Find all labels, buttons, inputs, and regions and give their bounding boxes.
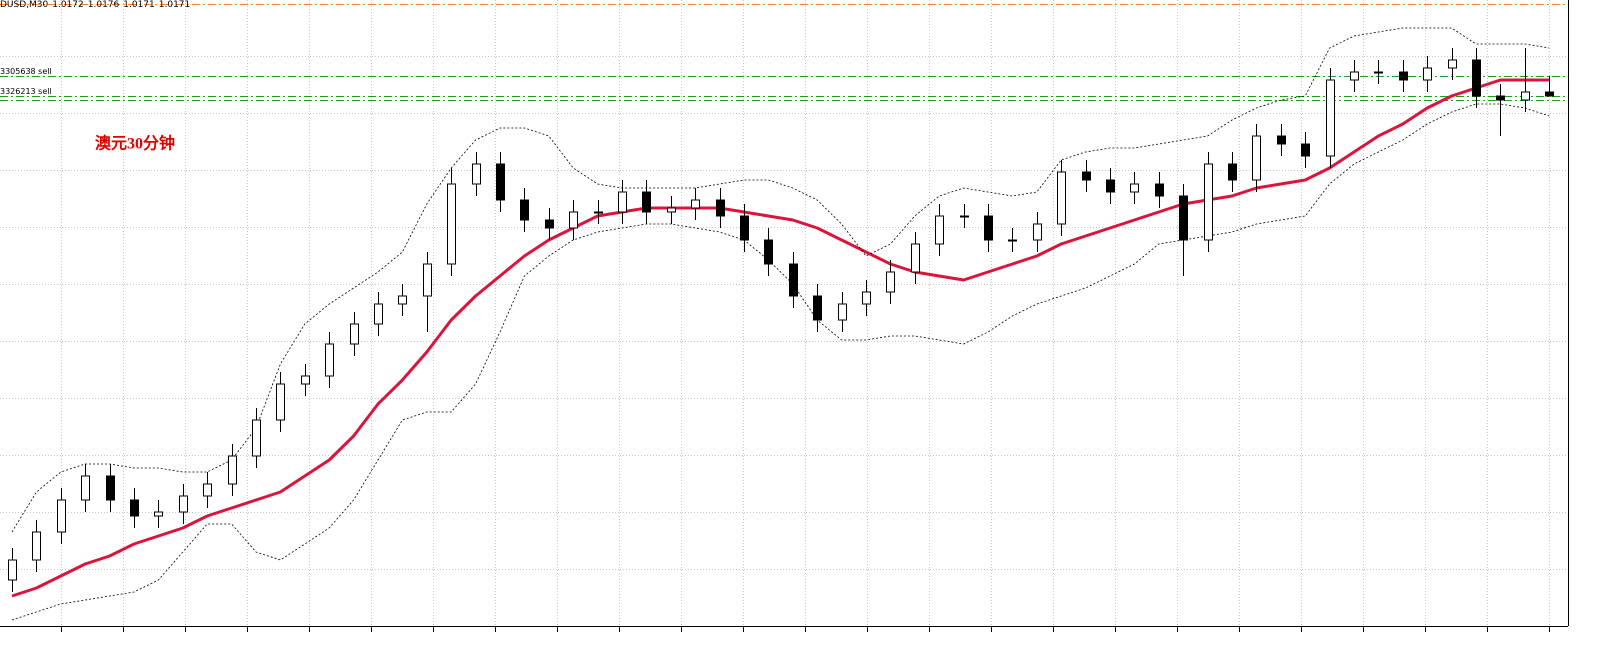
candle-body — [1130, 183, 1139, 193]
candle-body — [350, 323, 359, 345]
candle-body — [301, 375, 310, 385]
candle-body — [1301, 143, 1310, 157]
candle-body — [1228, 163, 1237, 181]
candle-body — [886, 271, 895, 293]
symbol: DUSD,M30 — [0, 0, 49, 10]
order-level-label: 3326213 sell — [0, 87, 52, 96]
header-close: 1.0171 — [158, 0, 191, 10]
candle-body — [447, 183, 456, 265]
candle-body — [81, 475, 90, 501]
candle-body — [130, 499, 139, 517]
candle-body — [252, 419, 261, 457]
candle-body — [398, 295, 407, 305]
candle-body — [1545, 91, 1554, 97]
candle-body — [740, 215, 749, 241]
candle-body — [276, 383, 285, 421]
candle-body — [935, 215, 944, 245]
annotation: 澳元30分钟 — [95, 134, 175, 153]
candle-body — [1106, 179, 1115, 193]
candle-body — [1472, 59, 1481, 97]
candle-body — [1155, 183, 1164, 197]
candle-body — [1448, 59, 1457, 69]
candle-body — [569, 211, 578, 229]
header-open: 1.0172 — [52, 0, 84, 10]
candle-body — [1082, 171, 1091, 181]
candle-body — [716, 199, 725, 217]
candle-body — [1008, 239, 1017, 242]
candle-body — [594, 211, 603, 214]
candle-body — [618, 191, 627, 213]
header-low: 1.0171 — [123, 0, 155, 10]
candle-body — [228, 455, 237, 485]
candle-body — [8, 559, 17, 581]
candle-body — [667, 207, 676, 213]
time-ticks — [61, 626, 1550, 632]
candle-body — [984, 215, 993, 241]
candle-body — [642, 191, 651, 213]
candle-body — [179, 495, 188, 513]
candle-body — [1399, 71, 1408, 81]
candle-body — [1374, 71, 1383, 74]
candle-body — [57, 499, 66, 533]
header-high: 1.0176 — [87, 0, 120, 10]
candle-body — [838, 303, 847, 321]
bollinger-band — [11, 103, 1550, 621]
candle-body — [1521, 91, 1530, 101]
candle-body — [789, 263, 798, 297]
candle-body — [1057, 171, 1066, 225]
candle-body — [1179, 195, 1188, 241]
candle-body — [1423, 67, 1432, 81]
candle-body — [691, 199, 700, 209]
grid — [0, 0, 1568, 626]
candle-body — [1252, 135, 1261, 181]
candle-body — [1496, 95, 1505, 101]
candle-body — [423, 263, 432, 297]
bollinger-band — [11, 27, 1550, 533]
candle-body — [32, 531, 41, 561]
candle-body — [472, 163, 481, 185]
candle-body — [203, 483, 212, 497]
candle-body — [764, 239, 773, 265]
candle-body — [960, 215, 969, 218]
candle-body — [862, 291, 871, 305]
candle-body — [154, 511, 163, 517]
candle-body — [1350, 71, 1359, 81]
candle-body — [911, 243, 920, 273]
moving-average — [11, 78, 1550, 598]
candle-body — [520, 199, 529, 221]
candle-body — [1326, 79, 1335, 157]
order-level-label: 3305638 sell — [0, 67, 52, 76]
candle-body — [1033, 223, 1042, 241]
candle-body — [813, 295, 822, 321]
candle-body — [496, 163, 505, 201]
candle-body — [325, 343, 334, 377]
candle-body — [1277, 135, 1286, 145]
chart-header: DUSD,M30 1.0172 1.0176 1.0171 1.0171 — [0, 0, 194, 11]
plot: 3305638 sell 3326213 sell — [0, 4, 1568, 621]
candle-body — [374, 303, 383, 325]
candle-body — [106, 475, 115, 501]
candle-body — [545, 219, 554, 229]
candle-body — [1204, 163, 1213, 241]
